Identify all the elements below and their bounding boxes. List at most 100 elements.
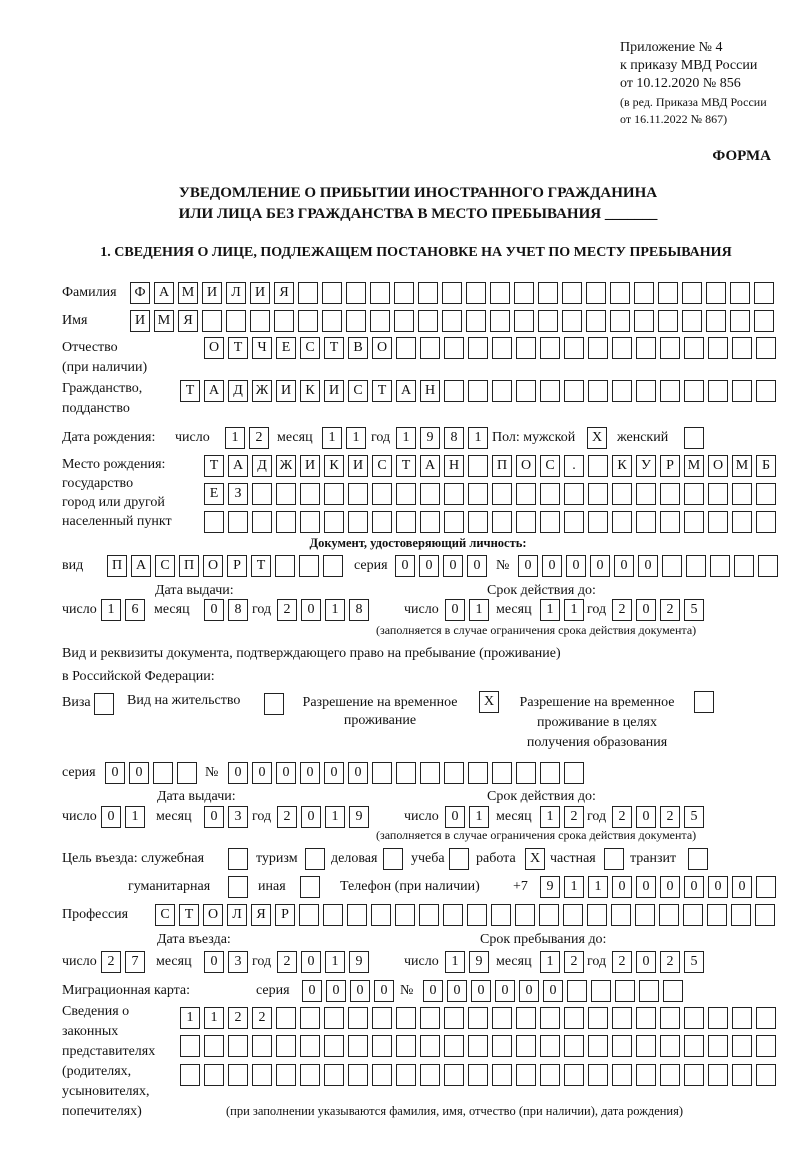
- char-box[interactable]: [730, 282, 750, 304]
- char-box[interactable]: [563, 904, 583, 926]
- char-box[interactable]: [420, 1064, 440, 1086]
- char-box[interactable]: Т: [204, 455, 224, 477]
- char-box[interactable]: 1: [564, 599, 584, 621]
- char-box[interactable]: [322, 310, 342, 332]
- char-box[interactable]: Р: [227, 555, 247, 577]
- char-box[interactable]: 1: [325, 806, 345, 828]
- char-box[interactable]: К: [324, 455, 344, 477]
- char-box[interactable]: [540, 1007, 560, 1029]
- char-box[interactable]: [564, 1007, 584, 1029]
- char-box[interactable]: 0: [326, 980, 346, 1002]
- char-box[interactable]: [492, 511, 512, 533]
- char-box[interactable]: 6: [125, 599, 145, 621]
- char-box[interactable]: X: [479, 691, 499, 713]
- char-box[interactable]: .: [564, 455, 584, 477]
- char-box[interactable]: 2: [252, 1007, 272, 1029]
- char-box[interactable]: 0: [301, 599, 321, 621]
- char-box[interactable]: [660, 511, 680, 533]
- char-box[interactable]: 0: [301, 806, 321, 828]
- char-box[interactable]: [300, 1007, 320, 1029]
- char-box[interactable]: [732, 483, 752, 505]
- char-box[interactable]: [252, 1064, 272, 1086]
- char-box[interactable]: [372, 1007, 392, 1029]
- char-box[interactable]: 0: [660, 876, 680, 898]
- char-box[interactable]: З: [228, 483, 248, 505]
- char-box[interactable]: 0: [300, 762, 320, 784]
- char-box[interactable]: [228, 511, 248, 533]
- char-box[interactable]: [418, 310, 438, 332]
- char-box[interactable]: [564, 483, 584, 505]
- char-box[interactable]: Р: [275, 904, 295, 926]
- char-box[interactable]: [346, 282, 366, 304]
- char-box[interactable]: [516, 483, 536, 505]
- char-box[interactable]: 1: [180, 1007, 200, 1029]
- char-box[interactable]: [732, 380, 752, 402]
- char-box[interactable]: 1: [469, 599, 489, 621]
- char-box[interactable]: [467, 904, 487, 926]
- char-box[interactable]: [372, 483, 392, 505]
- char-box[interactable]: 3: [228, 806, 248, 828]
- char-box[interactable]: [756, 1064, 776, 1086]
- char-box[interactable]: [276, 483, 296, 505]
- char-box[interactable]: 0: [638, 555, 658, 577]
- char-box[interactable]: [419, 904, 439, 926]
- char-box[interactable]: [180, 1064, 200, 1086]
- char-box[interactable]: [684, 1007, 704, 1029]
- char-box[interactable]: [204, 511, 224, 533]
- char-box[interactable]: [466, 310, 486, 332]
- char-box[interactable]: 0: [519, 980, 539, 1002]
- char-box[interactable]: Д: [252, 455, 272, 477]
- char-box[interactable]: [634, 282, 654, 304]
- char-box[interactable]: [587, 904, 607, 926]
- char-box[interactable]: Т: [324, 337, 344, 359]
- char-box[interactable]: [276, 1035, 296, 1057]
- char-box[interactable]: 0: [419, 555, 439, 577]
- char-box[interactable]: П: [107, 555, 127, 577]
- char-box[interactable]: [612, 483, 632, 505]
- char-box[interactable]: 2: [660, 806, 680, 828]
- char-box[interactable]: [588, 380, 608, 402]
- char-box[interactable]: [492, 380, 512, 402]
- char-box[interactable]: М: [732, 455, 752, 477]
- char-box[interactable]: [396, 483, 416, 505]
- char-box[interactable]: И: [276, 380, 296, 402]
- char-box[interactable]: [264, 693, 284, 715]
- char-box[interactable]: [684, 1064, 704, 1086]
- char-box[interactable]: [468, 380, 488, 402]
- char-box[interactable]: [299, 555, 319, 577]
- char-box[interactable]: 3: [228, 951, 248, 973]
- char-box[interactable]: Е: [276, 337, 296, 359]
- char-box[interactable]: [708, 1064, 728, 1086]
- char-box[interactable]: 7: [125, 951, 145, 973]
- char-box[interactable]: [612, 380, 632, 402]
- char-box[interactable]: 1: [564, 876, 584, 898]
- char-box[interactable]: [468, 1064, 488, 1086]
- char-box[interactable]: Т: [179, 904, 199, 926]
- char-box[interactable]: 5: [684, 951, 704, 973]
- char-box[interactable]: 8: [228, 599, 248, 621]
- char-box[interactable]: У: [636, 455, 656, 477]
- char-box[interactable]: [348, 511, 368, 533]
- char-box[interactable]: 0: [204, 806, 224, 828]
- char-box[interactable]: [636, 1064, 656, 1086]
- char-box[interactable]: [492, 483, 512, 505]
- char-box[interactable]: [394, 310, 414, 332]
- char-box[interactable]: С: [372, 455, 392, 477]
- char-box[interactable]: [370, 310, 390, 332]
- char-box[interactable]: [444, 337, 464, 359]
- char-box[interactable]: [449, 848, 469, 870]
- char-box[interactable]: [396, 1035, 416, 1057]
- char-box[interactable]: [591, 980, 611, 1002]
- char-box[interactable]: А: [204, 380, 224, 402]
- char-box[interactable]: [732, 1007, 752, 1029]
- char-box[interactable]: О: [203, 555, 223, 577]
- char-box[interactable]: [611, 904, 631, 926]
- char-box[interactable]: [588, 455, 608, 477]
- char-box[interactable]: 0: [590, 555, 610, 577]
- char-box[interactable]: [540, 511, 560, 533]
- char-box[interactable]: 8: [349, 599, 369, 621]
- char-box[interactable]: [658, 282, 678, 304]
- char-box[interactable]: [300, 1035, 320, 1057]
- char-box[interactable]: [276, 1007, 296, 1029]
- char-box[interactable]: [516, 337, 536, 359]
